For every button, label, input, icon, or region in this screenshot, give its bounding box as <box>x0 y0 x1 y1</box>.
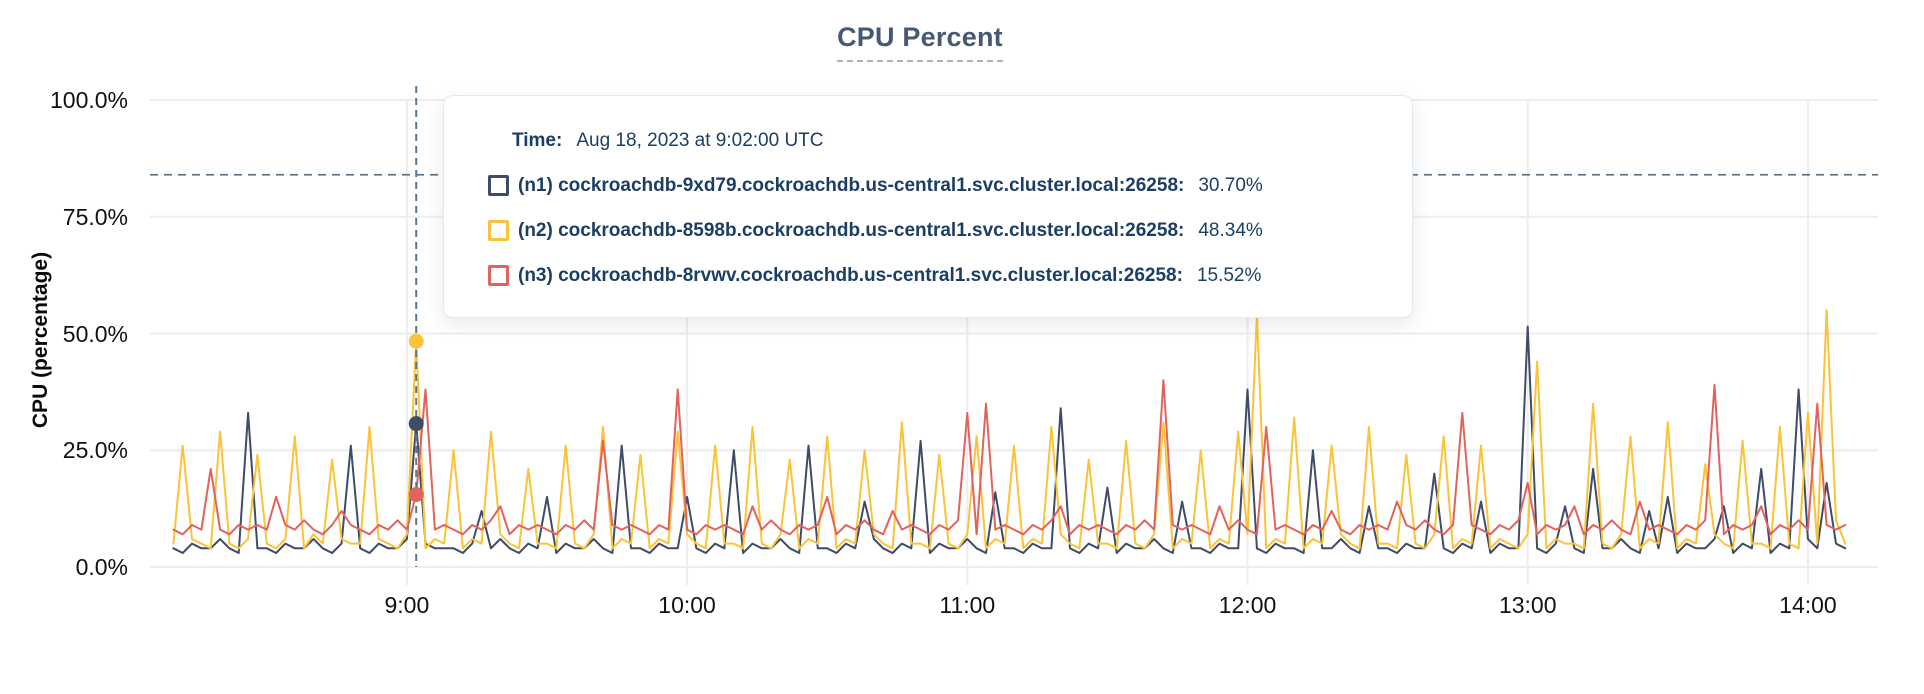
series-n3-swatch-icon <box>488 265 509 286</box>
series-line-n3 <box>172 379 1847 536</box>
y-tick-label: 75.0% <box>62 203 128 230</box>
tooltip-time-row: Time: Aug 18, 2023 at 9:02:00 UTC <box>488 118 1382 163</box>
tooltip-time-value: Aug 18, 2023 at 9:02:00 UTC <box>576 129 824 151</box>
cursor-dot-n3 <box>408 487 424 503</box>
series-line-n1 <box>172 325 1847 554</box>
x-tick-label: 10:00 <box>658 592 716 618</box>
series-n2-label: (n2) cockroachdb-8598b.cockroachdb.us-ce… <box>518 219 1185 241</box>
x-tick-label: 9:00 <box>384 592 430 618</box>
tooltip-time-label: Time: <box>512 129 563 151</box>
series-n1-label: (n1) cockroachdb-9xd79.cockroachdb.us-ce… <box>518 174 1185 196</box>
tooltip-series-row-n2: (n2) cockroachdb-8598b.cockroachdb.us-ce… <box>488 208 1382 253</box>
series-n2-swatch-icon <box>488 220 509 241</box>
y-tick-label: 0.0% <box>75 554 128 580</box>
chart-tooltip: Time: Aug 18, 2023 at 9:02:00 UTC (n1) c… <box>443 95 1413 318</box>
x-tick-label: 11:00 <box>939 592 996 618</box>
y-tick-label: 100.0% <box>49 87 128 113</box>
x-tick-label: 13:00 <box>1498 592 1557 618</box>
series-line-n2 <box>172 309 1847 550</box>
series-n2-value: 48.34% <box>1198 219 1263 241</box>
cursor-dot-n1 <box>408 416 424 432</box>
y-tick-label: 25.0% <box>62 437 128 464</box>
x-tick-label: 14:00 <box>1779 592 1837 618</box>
series-n1-value: 30.70% <box>1198 174 1263 196</box>
tooltip-series-row-n3: (n3) cockroachdb-8rvwv.cockroachdb.us-ce… <box>488 253 1382 298</box>
series-n1-swatch-icon <box>488 175 509 196</box>
x-tick-label: 12:00 <box>1218 592 1277 618</box>
chart-title-wrap: CPU Percent <box>0 22 1840 62</box>
chart-title[interactable]: CPU Percent <box>837 22 1003 62</box>
series-n3-value: 15.52% <box>1196 264 1262 286</box>
cursor-dot-n2 <box>408 333 424 349</box>
y-tick-label: 50.0% <box>62 320 128 347</box>
series-n3-label: (n3) cockroachdb-8rvwv.cockroachdb.us-ce… <box>518 264 1183 286</box>
tooltip-series-row-n1: (n1) cockroachdb-9xd79.cockroachdb.us-ce… <box>488 163 1382 208</box>
